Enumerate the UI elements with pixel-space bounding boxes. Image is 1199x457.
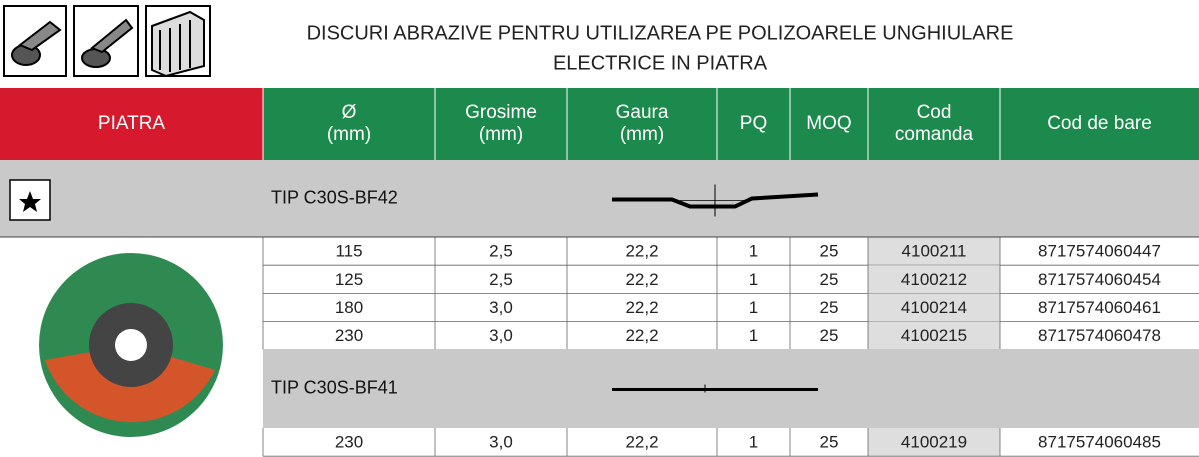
cell: 25	[820, 270, 839, 289]
cell: 115	[335, 242, 362, 261]
cell: 230	[335, 326, 363, 345]
column-header: Gaura	[616, 102, 669, 123]
column-header: MOQ	[806, 113, 851, 134]
section-label: TIP C30S-BF41	[271, 377, 398, 397]
cell: 2,5	[489, 242, 513, 261]
cell: 230	[335, 433, 363, 452]
cell: 3,0	[489, 433, 513, 452]
section-band	[0, 160, 1199, 237]
cell: 8717574060454	[1038, 270, 1161, 289]
cell: 4100211	[902, 242, 967, 261]
column-header: (mm)	[327, 124, 371, 145]
cell: 4100219	[901, 433, 967, 452]
column-header: (mm)	[620, 124, 664, 145]
cell: 8717574060485	[1038, 433, 1161, 452]
cell: 1	[749, 298, 758, 317]
cell: 4100214	[901, 298, 967, 317]
title-line: DISCURI ABRAZIVE PENTRU UTILIZAREA PE PO…	[307, 22, 1014, 44]
cell: 3,0	[489, 326, 513, 345]
cell: 1	[749, 433, 758, 452]
cell: 8717574060461	[1038, 298, 1161, 317]
section-label: TIP C30S-BF42	[271, 187, 398, 207]
cell: 2,5	[489, 270, 513, 289]
cell: 1	[749, 242, 758, 261]
cell: 1	[749, 270, 758, 289]
column-header: PQ	[740, 113, 767, 134]
cell: 22,2	[625, 326, 658, 345]
column-header: (mm)	[479, 124, 523, 145]
cell: 25	[820, 242, 839, 261]
cell: 25	[820, 433, 839, 452]
cell: 25	[820, 326, 839, 345]
cell: 22,2	[625, 433, 658, 452]
tool-icons	[4, 6, 210, 76]
cell: 1	[749, 326, 758, 345]
cell: 8717574060478	[1038, 326, 1161, 345]
column-header: comanda	[895, 124, 974, 145]
column-header: Ø	[342, 102, 357, 123]
column-header: PIATRA	[98, 113, 166, 134]
cell: 22,2	[625, 242, 658, 261]
cell: 180	[335, 298, 363, 317]
column-header: Cod de bare	[1047, 113, 1152, 134]
disc-hole	[115, 329, 147, 361]
cell: 125	[335, 270, 363, 289]
column-header: Grosime	[465, 102, 537, 123]
cell: 25	[820, 298, 839, 317]
cell: 22,2	[625, 270, 658, 289]
cell: 4100212	[901, 270, 967, 289]
cell: 4100215	[901, 326, 967, 345]
cell: 8717574060447	[1038, 242, 1161, 261]
title-line: ELECTRICE IN PIATRA	[553, 52, 768, 74]
catalog-page: DISCURI ABRAZIVE PENTRU UTILIZAREA PE PO…	[0, 0, 1199, 457]
cell: 22,2	[625, 298, 658, 317]
column-header: Cod	[917, 102, 952, 123]
cell: 3,0	[489, 298, 513, 317]
